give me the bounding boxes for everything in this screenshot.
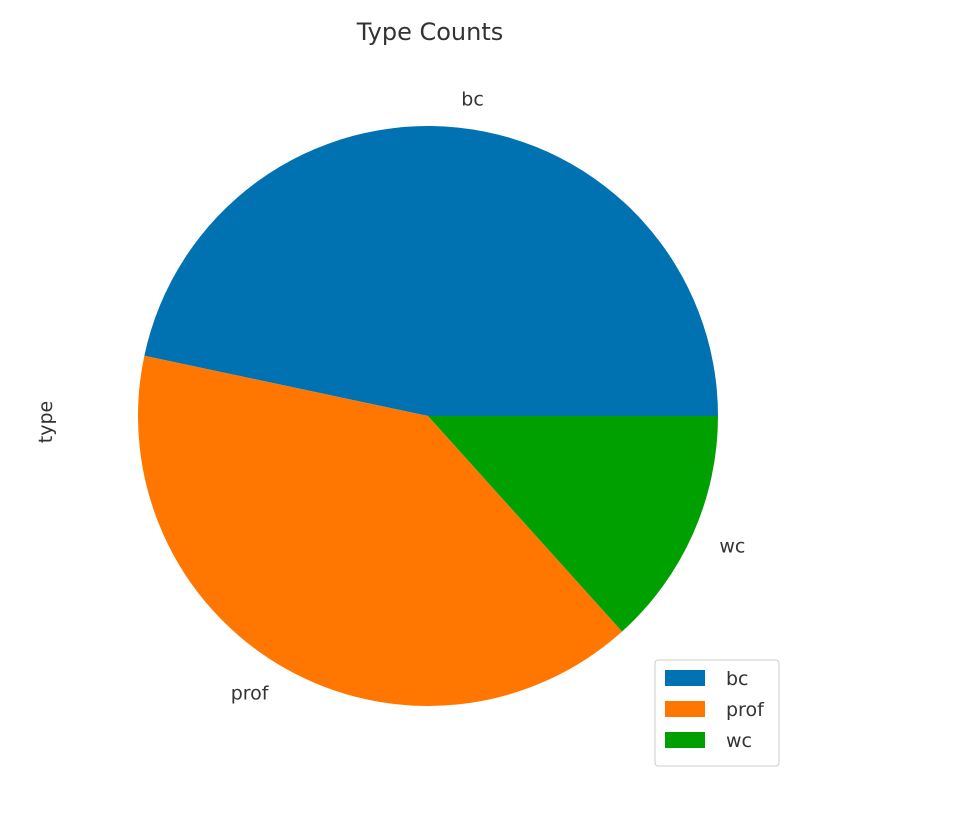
legend-swatch-wc — [665, 732, 705, 748]
slice-label-wc: wc — [719, 536, 745, 558]
pie-slice-wc — [428, 416, 718, 632]
y-axis-label: type — [35, 401, 57, 443]
legend-label-prof: prof — [726, 699, 765, 721]
pie-slice-labels: bc prof wc — [231, 89, 746, 705]
chart-title: Type Counts — [356, 18, 504, 46]
legend: bc prof wc — [654, 659, 780, 767]
pie-slices — [138, 126, 719, 706]
pie-slice-prof — [138, 355, 623, 706]
legend-label-bc: bc — [726, 668, 749, 690]
legend-swatch-bc — [665, 670, 705, 686]
slice-label-prof: prof — [231, 682, 270, 704]
slice-label-bc: bc — [461, 89, 484, 111]
legend-swatch-prof — [665, 701, 705, 717]
pie-slice-bc — [144, 126, 719, 417]
legend-label-wc: wc — [726, 730, 752, 752]
